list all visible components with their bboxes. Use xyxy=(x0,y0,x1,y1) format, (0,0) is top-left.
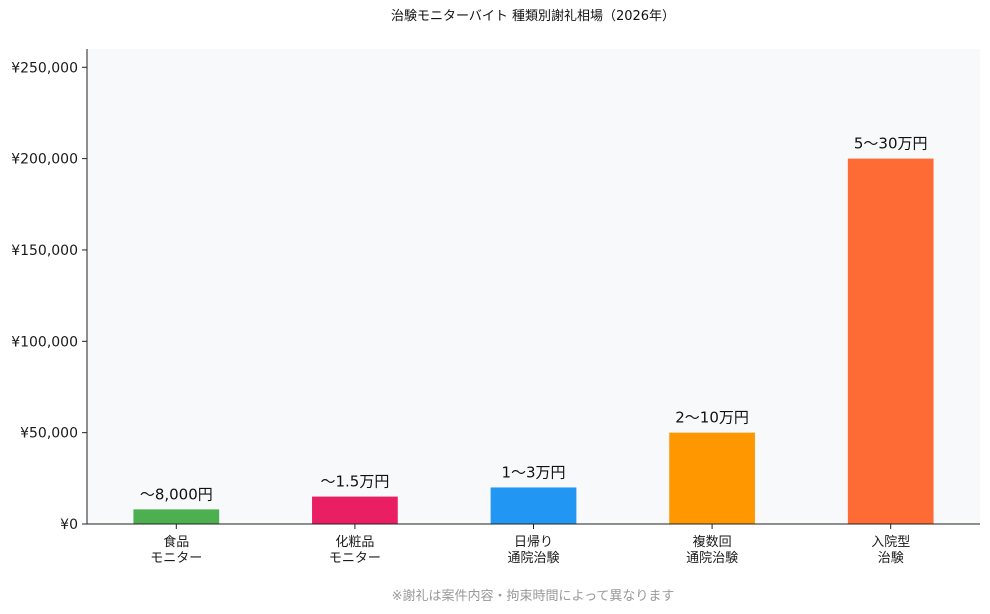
plot-background xyxy=(87,49,980,524)
x-tick-label-line: モニター xyxy=(150,551,202,566)
bar-value-label: 2〜10万円 xyxy=(675,409,749,427)
y-tick-label: ¥0 xyxy=(60,517,78,533)
y-tick-label: ¥250,000 xyxy=(11,60,78,76)
x-tick-label-line: 日帰り xyxy=(514,534,553,550)
x-tick-label-line: 複数回 xyxy=(693,534,732,550)
value-labels: 〜8,000円 〜1.5万円 1〜3万円 2〜10万円 5〜30万円 xyxy=(140,135,928,504)
x-tick-label: 化粧品モニター xyxy=(329,535,381,566)
footnote: ※謝礼は案件内容・拘束時間によって異なります xyxy=(392,588,675,604)
bar-4 xyxy=(669,432,755,524)
chart-title: 治験モニターバイト 種類別謝礼相場（2026年） xyxy=(391,8,675,24)
x-tick-label-line: モニター xyxy=(329,551,381,566)
y-axis-ticks: ¥0 ¥50,000 ¥100,000 ¥150,000 ¥200,000 ¥250,00… xyxy=(11,60,87,533)
bar-5 xyxy=(847,158,934,524)
bars xyxy=(133,158,934,524)
x-tick-label-line: 通院治験 xyxy=(686,551,738,566)
bar-value-label: 1〜3万円 xyxy=(501,463,565,481)
x-tick-label-line: 通院治験 xyxy=(507,551,559,566)
bar-2 xyxy=(312,496,398,524)
bar-value-label: 〜1.5万円 xyxy=(320,473,389,491)
bar-value-label: 5〜30万円 xyxy=(854,135,928,153)
x-tick-label-line: 化粧品 xyxy=(335,535,374,550)
x-tick-label-line: 治験 xyxy=(878,551,904,566)
bar-value-label: 〜8,000円 xyxy=(140,485,213,503)
y-tick-label: ¥100,000 xyxy=(11,334,78,350)
y-tick-label: ¥50,000 xyxy=(20,426,78,442)
y-tick-label: ¥200,000 xyxy=(11,152,78,168)
x-tick-label-line: 入院型 xyxy=(871,535,910,550)
x-tick-label: 日帰り通院治験 xyxy=(507,534,559,566)
bar-3 xyxy=(490,487,577,524)
x-tick-label: 複数回通院治験 xyxy=(686,534,738,566)
x-tick-label: 食品モニター xyxy=(150,534,202,566)
y-tick-label: ¥150,000 xyxy=(11,243,78,259)
x-tick-label-line: 食品 xyxy=(163,534,189,550)
x-tick-label: 入院型治験 xyxy=(871,535,910,566)
bar-1 xyxy=(133,509,220,524)
